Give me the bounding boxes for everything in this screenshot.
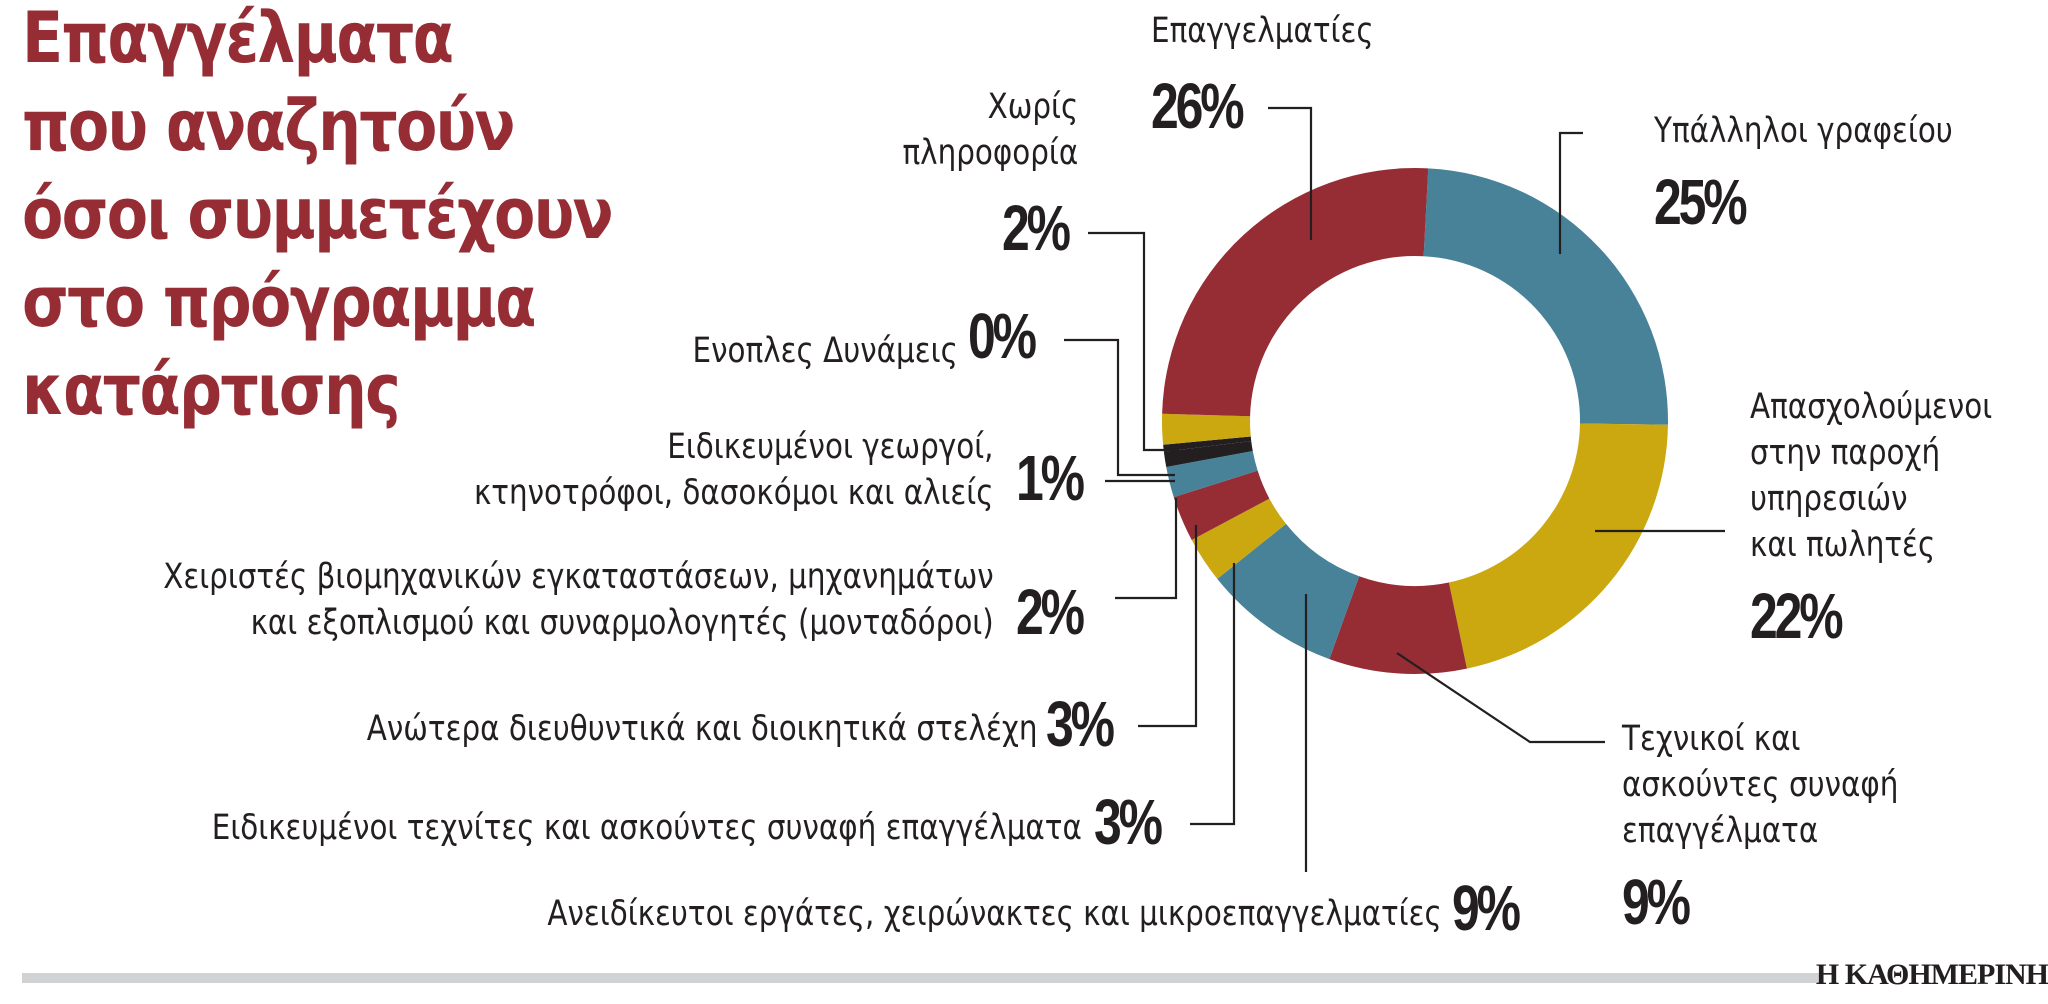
label-line: στην παροχή (1750, 433, 1941, 473)
label-texnites: Ειδικευμένοι τεχνίτες και ασκούντες συνα… (212, 805, 1082, 851)
pct-xeiristes: 2% (1016, 576, 1085, 648)
label-xoris: Χωρίς πληροφορία (902, 84, 1078, 176)
label-text: Ειδικευμένοι τεχνίτες και ασκούντες συνα… (211, 808, 1082, 848)
pct-xoris: 2% (1002, 192, 1071, 264)
donut-slice (1448, 423, 1668, 669)
label-line: και πωλητές (1750, 525, 1936, 565)
label-line: Ειδικευμένοι γεωργοί, (667, 427, 994, 467)
pct-anotera: 3% (1046, 688, 1115, 760)
label-line: κτηνοτρόφοι, δασοκόμοι και αλιείς (474, 473, 994, 513)
title-line: όσοι συμμετέχουν (22, 173, 614, 255)
donut-slice (1423, 168, 1668, 425)
label-georgoi: Ειδικευμένοι γεωργοί, κτηνοτρόφοι, δασοκ… (474, 424, 994, 516)
label-aneidikeutoi: Ανειδίκευτοι εργάτες, χειρώνακτες και μι… (548, 891, 1442, 937)
donut-slice (1191, 498, 1287, 579)
pct-epaggelmaties: 26% (1151, 70, 1245, 142)
donut-slice (1163, 436, 1252, 452)
pct-aneidikeutoi: 9% (1452, 872, 1521, 944)
label-line: υπηρεσιών (1750, 479, 1908, 519)
title-line: που αναζητούν (22, 85, 516, 167)
pct-enoples: 0% (968, 300, 1037, 372)
label-line: Χειριστές βιομηχανικών εγκαταστάσεων, μη… (163, 557, 994, 597)
label-line: πληροφορία (902, 133, 1078, 173)
label-anotera: Ανώτερα διευθυντικά και διοικητικά στελέ… (367, 706, 1038, 752)
donut-slice (1161, 413, 1251, 445)
pct-georgoi: 1% (1016, 442, 1085, 514)
label-text: Επαγγελματίες (1151, 11, 1374, 51)
label-apasxoloumenoi: Απασχολούμενοι στην παροχή υπηρεσιών και… (1750, 384, 1992, 568)
title-line: στο πρόγραμμα (22, 261, 536, 343)
title-line: Επαγγέλματα (22, 0, 454, 79)
label-line: Χωρίς (987, 87, 1078, 127)
label-line: Τεχνικοί και (1622, 719, 1801, 759)
label-epaggelmaties: Επαγγελματίες (1151, 8, 1374, 54)
donut-slices (1161, 168, 1668, 674)
title-line: κατάρτισης (22, 349, 401, 431)
donut-slice (1217, 523, 1360, 660)
label-text: Ανώτερα διευθυντικά και διοικητικά στελέ… (367, 709, 1038, 749)
footer-bar (22, 973, 1822, 983)
label-line: Απασχολούμενοι (1750, 387, 1993, 427)
label-line: επαγγέλματα (1622, 811, 1819, 851)
leader-lines (1064, 106, 1725, 872)
label-text: Υπάλληλοι γραφείου (1654, 111, 1953, 151)
donut-slice (1163, 441, 1253, 468)
pct-texnites: 3% (1094, 786, 1163, 858)
label-text: Ανειδίκευτοι εργάτες, χειρώνακτες και μι… (547, 894, 1442, 934)
label-texnikoi: Τεχνικοί και ασκούντες συναφή επαγγέλματ… (1622, 716, 1898, 854)
label-text: Ενοπλες Δυνάμεις (692, 331, 958, 371)
chart-title: Επαγγέλματα που αναζητούν όσοι συμμετέχο… (22, 0, 614, 434)
donut-slice (1162, 168, 1429, 417)
label-xeiristes: Χειριστές βιομηχανικών εγκαταστάσεων, μη… (163, 554, 994, 646)
brand-logo: Η ΚΑΘΗΜΕΡΙΝΗ (1815, 958, 2048, 991)
label-enoples: Ενοπλες Δυνάμεις (693, 328, 958, 374)
donut-slice (1173, 470, 1270, 540)
label-ypalliloi: Υπάλληλοι γραφείου (1654, 108, 1953, 154)
donut-slice (1329, 576, 1467, 674)
pct-texnikoi: 9% (1622, 866, 1691, 938)
pct-ypalliloi: 25% (1654, 166, 1748, 238)
pct-apasxoloumenoi: 22% (1750, 580, 1844, 652)
label-line: ασκούντες συναφή (1622, 765, 1899, 805)
donut-slice (1166, 451, 1258, 498)
label-line: και εξοπλισμού και συναρμολογητές (μοντα… (250, 603, 994, 643)
